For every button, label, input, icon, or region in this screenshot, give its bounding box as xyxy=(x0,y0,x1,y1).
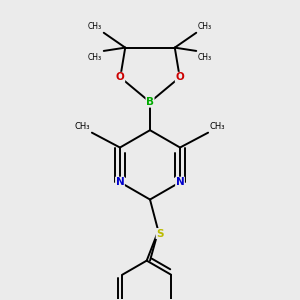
Text: O: O xyxy=(116,72,125,82)
Text: CH₃: CH₃ xyxy=(198,22,212,31)
Text: N: N xyxy=(116,177,124,187)
Text: CH₃: CH₃ xyxy=(210,122,225,131)
Text: CH₃: CH₃ xyxy=(75,122,90,131)
Text: N: N xyxy=(176,177,184,187)
Text: CH₃: CH₃ xyxy=(88,52,102,62)
Text: B: B xyxy=(146,97,154,107)
Text: S: S xyxy=(156,229,164,238)
Text: O: O xyxy=(175,72,184,82)
Text: CH₃: CH₃ xyxy=(88,22,102,31)
Text: CH₃: CH₃ xyxy=(198,52,212,62)
